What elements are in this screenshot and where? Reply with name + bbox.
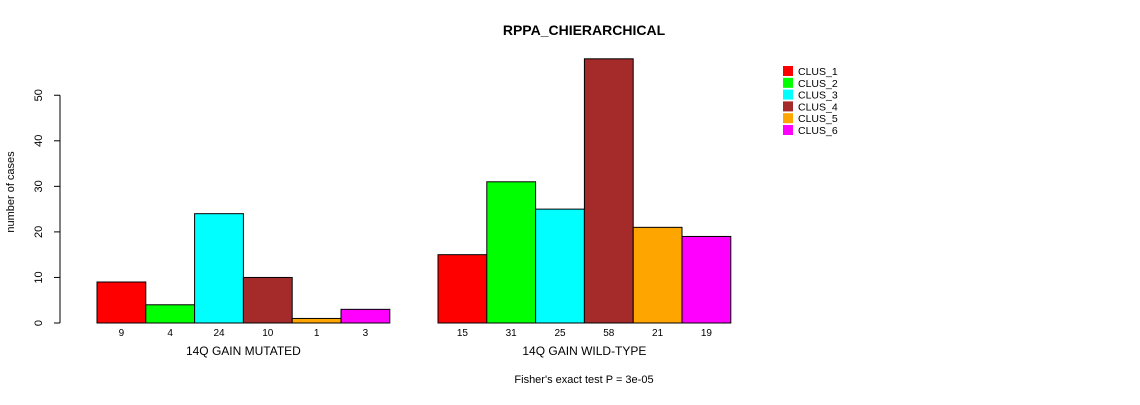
count-label: 19 xyxy=(701,328,713,339)
bar-clus-6 xyxy=(340,308,391,324)
bar-clus-1 xyxy=(437,254,488,324)
y-tick-label: 50 xyxy=(33,89,45,101)
legend-swatch xyxy=(783,89,793,100)
group-labels: 14Q GAIN MUTATED 14Q GAIN WILD-TYPE xyxy=(186,344,646,358)
count-label: 15 xyxy=(457,328,469,339)
count-label: 25 xyxy=(554,328,566,339)
count-label: 21 xyxy=(652,328,664,339)
bar-clus-2 xyxy=(486,181,537,324)
count-label: 1 xyxy=(314,328,320,339)
legend-label: CLUS_4 xyxy=(798,101,838,113)
count-label: 31 xyxy=(506,328,518,339)
y-tick-label: 20 xyxy=(33,226,45,238)
bar-clus-5 xyxy=(291,317,342,324)
legend-label: CLUS_2 xyxy=(798,78,838,90)
y-tick-label: 40 xyxy=(33,135,45,147)
count-label: 24 xyxy=(213,328,225,339)
bar-clus-4 xyxy=(242,276,293,324)
bar-clus-6 xyxy=(681,235,732,324)
count-labels: 9 4 24 10 1 3 15 31 25 58 21 19 xyxy=(119,328,713,339)
legend-label: CLUS_5 xyxy=(798,113,838,125)
group-label: 14Q GAIN WILD-TYPE xyxy=(522,344,646,358)
legend-label: CLUS_6 xyxy=(798,125,838,137)
fisher-test-footer: Fisher's exact test P = 3e-05 xyxy=(514,374,653,386)
legend-swatch xyxy=(783,66,793,76)
legend-label: CLUS_3 xyxy=(798,90,838,102)
count-label: 10 xyxy=(262,328,274,339)
group-label: 14Q GAIN MUTATED xyxy=(186,344,301,358)
y-tick-label: 10 xyxy=(33,271,45,283)
chart-title: RPPA_CHIERARCHICAL xyxy=(503,22,666,38)
count-label: 3 xyxy=(363,328,369,339)
legend-swatch xyxy=(783,101,793,112)
bar-clus-4 xyxy=(583,58,634,324)
count-label: 9 xyxy=(119,328,125,339)
legend-swatch xyxy=(783,125,793,135)
bar-clus-2 xyxy=(145,304,196,324)
legend-swatch xyxy=(783,113,793,124)
y-tick-label: 30 xyxy=(33,180,45,192)
count-label: 58 xyxy=(603,328,615,339)
y-axis-label: number of cases xyxy=(5,151,17,233)
bar-clus-3 xyxy=(535,208,585,324)
legend-swatch xyxy=(783,77,793,88)
y-tick-label: 0 xyxy=(33,320,45,326)
legend-label: CLUS_1 xyxy=(798,66,838,78)
bar-clus-5 xyxy=(632,226,683,324)
bar-clus-3 xyxy=(194,213,244,324)
y-axis: 0 10 20 30 40 50 xyxy=(33,89,61,326)
count-label: 4 xyxy=(167,328,173,339)
bars-layer xyxy=(96,58,732,324)
bar-clus-1 xyxy=(96,281,147,324)
